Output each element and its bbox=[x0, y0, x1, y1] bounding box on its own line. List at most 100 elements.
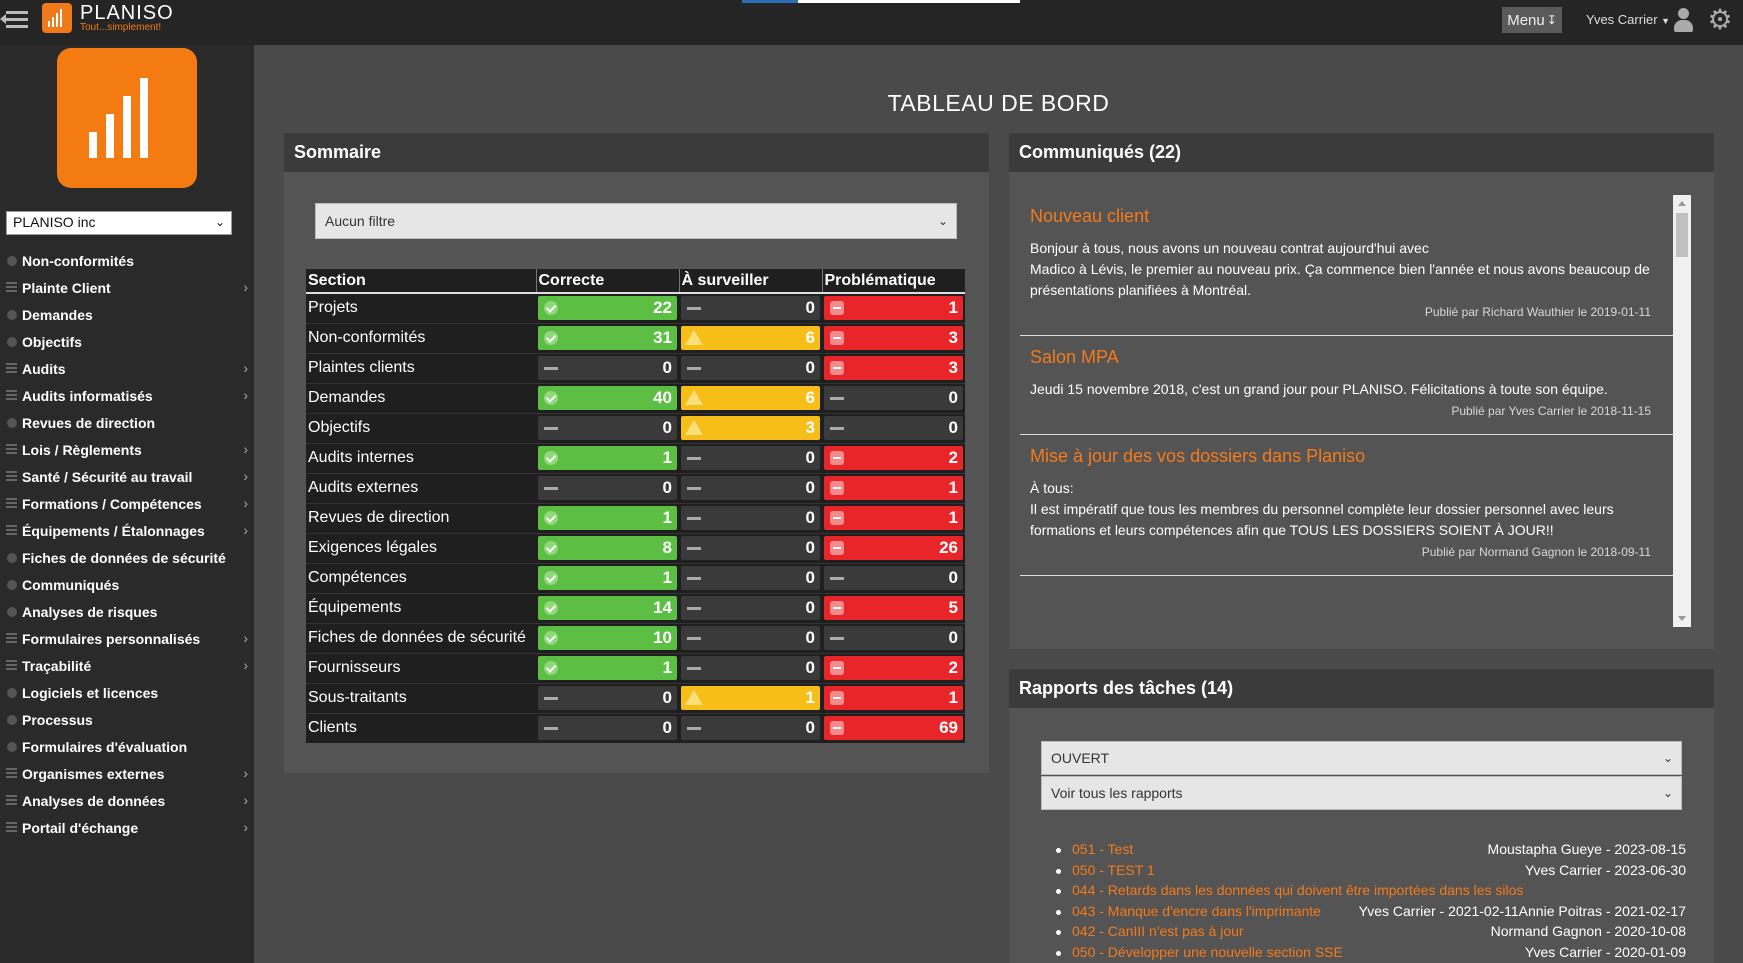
count-badge-watch[interactable]: 3 bbox=[681, 416, 820, 440]
table-row[interactable]: Plaintes clients 0 0 3 bbox=[306, 352, 965, 383]
sidebar-item[interactable]: Fiches de données de sécurité bbox=[0, 544, 254, 571]
sidebar-toggle-icon[interactable] bbox=[0, 8, 32, 30]
count-cell[interactable]: 3 bbox=[822, 352, 965, 383]
sidebar-item[interactable]: Demandes bbox=[0, 301, 254, 328]
summary-filter-select[interactable]: Aucun filtre ⌄ bbox=[315, 203, 957, 239]
count-badge-ok[interactable]: 0 bbox=[538, 416, 677, 440]
count-cell[interactable]: 0 bbox=[679, 292, 822, 323]
report-link[interactable]: 044 - Retards dans les données qui doive… bbox=[1072, 882, 1524, 898]
count-badge-ok[interactable]: 1 bbox=[538, 446, 677, 470]
count-cell[interactable]: 1 bbox=[536, 442, 679, 473]
report-link[interactable]: 042 - CanIII n'est pas à jour bbox=[1072, 923, 1244, 939]
count-cell[interactable]: 0 bbox=[679, 532, 822, 563]
count-cell[interactable]: 0 bbox=[679, 352, 822, 383]
count-cell[interactable]: 14 bbox=[536, 592, 679, 623]
count-cell[interactable]: 0 bbox=[822, 622, 965, 653]
gear-icon[interactable]: ⚙ bbox=[1707, 4, 1733, 35]
count-badge-watch[interactable]: 0 bbox=[681, 536, 820, 560]
count-badge-problem[interactable]: 3 bbox=[824, 326, 963, 350]
count-cell[interactable]: 2 bbox=[822, 652, 965, 683]
table-row[interactable]: Revues de direction 1 0 1 bbox=[306, 502, 965, 533]
count-cell[interactable]: 0 bbox=[536, 682, 679, 713]
count-badge-ok[interactable]: 8 bbox=[538, 536, 677, 560]
report-link[interactable]: 050 - TEST 1 bbox=[1072, 861, 1155, 878]
count-badge-ok[interactable]: 0 bbox=[538, 356, 677, 380]
scroll-down-icon[interactable] bbox=[1678, 616, 1686, 621]
report-link[interactable]: 051 - Test bbox=[1072, 841, 1134, 857]
sidebar-item[interactable]: Audits informatisés › bbox=[0, 382, 254, 409]
count-cell[interactable]: 0 bbox=[679, 592, 822, 623]
count-badge-problem[interactable]: 1 bbox=[824, 506, 963, 530]
news-scrollbar[interactable] bbox=[1673, 195, 1691, 627]
count-cell[interactable]: 69 bbox=[822, 712, 965, 743]
count-badge-watch[interactable]: 0 bbox=[681, 596, 820, 620]
count-badge-problem[interactable]: 0 bbox=[824, 626, 963, 650]
count-cell[interactable]: 0 bbox=[679, 622, 822, 653]
count-cell[interactable]: 6 bbox=[679, 382, 822, 413]
sidebar-item[interactable]: Objectifs bbox=[0, 328, 254, 355]
sidebar-item[interactable]: Santé / Sécurité au travail › bbox=[0, 463, 254, 490]
count-badge-watch[interactable]: 0 bbox=[681, 626, 820, 650]
count-cell[interactable]: 0 bbox=[679, 562, 822, 593]
count-badge-problem[interactable]: 2 bbox=[824, 446, 963, 470]
count-badge-watch[interactable]: 6 bbox=[681, 386, 820, 410]
table-row[interactable]: Audits externes 0 0 1 bbox=[306, 472, 965, 503]
count-cell[interactable]: 0 bbox=[822, 382, 965, 413]
table-row[interactable]: Projets 22 0 1 bbox=[306, 292, 965, 323]
planiso-logo-icon[interactable] bbox=[42, 3, 72, 33]
count-cell[interactable]: 1 bbox=[822, 292, 965, 323]
count-badge-problem[interactable]: 1 bbox=[824, 686, 963, 710]
count-badge-watch[interactable]: 0 bbox=[681, 356, 820, 380]
count-cell[interactable]: 1 bbox=[679, 682, 822, 713]
count-badge-ok[interactable]: 0 bbox=[538, 476, 677, 500]
news-item-title[interactable]: Nouveau client bbox=[1030, 206, 1150, 226]
table-row[interactable]: Demandes 40 6 0 bbox=[306, 382, 965, 413]
sidebar-item[interactable]: Revues de direction bbox=[0, 409, 254, 436]
count-badge-problem[interactable]: 0 bbox=[824, 566, 963, 590]
count-cell[interactable]: 1 bbox=[822, 682, 965, 713]
count-badge-problem[interactable]: 0 bbox=[824, 386, 963, 410]
sidebar-item[interactable]: Plainte Client › bbox=[0, 274, 254, 301]
count-badge-ok[interactable]: 0 bbox=[538, 686, 677, 710]
sidebar-item[interactable]: Formations / Compétences › bbox=[0, 490, 254, 517]
count-cell[interactable]: 40 bbox=[536, 382, 679, 413]
organization-select[interactable]: PLANISO inc ⌄ bbox=[6, 211, 232, 235]
sidebar-item[interactable]: Analyses de données › bbox=[0, 787, 254, 814]
table-row[interactable]: Clients 0 0 69 bbox=[306, 712, 965, 743]
count-cell[interactable]: 3 bbox=[822, 322, 965, 353]
count-cell[interactable]: 0 bbox=[679, 502, 822, 533]
count-badge-watch[interactable]: 0 bbox=[681, 506, 820, 530]
count-cell[interactable]: 0 bbox=[536, 712, 679, 743]
table-row[interactable]: Compétences 1 0 0 bbox=[306, 562, 965, 593]
planiso-big-logo-icon[interactable] bbox=[57, 48, 197, 188]
sidebar-item[interactable]: Non-conformités bbox=[0, 247, 254, 274]
table-row[interactable]: Fiches de données de sécurité 10 0 0 bbox=[306, 622, 965, 653]
count-cell[interactable]: 1 bbox=[822, 502, 965, 533]
sidebar-item[interactable]: Analyses de risques bbox=[0, 598, 254, 625]
count-cell[interactable]: 2 bbox=[822, 442, 965, 473]
count-cell[interactable]: 10 bbox=[536, 622, 679, 653]
count-badge-problem[interactable]: 0 bbox=[824, 416, 963, 440]
sidebar-item[interactable]: Formulaires personnalisés › bbox=[0, 625, 254, 652]
count-badge-ok[interactable]: 1 bbox=[538, 566, 677, 590]
table-row[interactable]: Fournisseurs 1 0 2 bbox=[306, 652, 965, 683]
sidebar-item[interactable]: Processus bbox=[0, 706, 254, 733]
news-item-title[interactable]: Mise à jour des vos dossiers dans Planis… bbox=[1030, 446, 1366, 466]
count-badge-ok[interactable]: 1 bbox=[538, 656, 677, 680]
report-status-select[interactable]: OUVERT ⌄ bbox=[1041, 741, 1682, 775]
sidebar-item[interactable]: Traçabilité › bbox=[0, 652, 254, 679]
report-link[interactable]: 050 - Développer une nouvelle section SS… bbox=[1072, 943, 1343, 960]
count-cell[interactable]: 0 bbox=[679, 712, 822, 743]
news-item-title[interactable]: Salon MPA bbox=[1030, 347, 1119, 367]
count-badge-problem[interactable]: 3 bbox=[824, 356, 963, 380]
count-badge-watch[interactable]: 0 bbox=[681, 716, 820, 741]
sidebar-item[interactable]: Lois / Règlements › bbox=[0, 436, 254, 463]
count-cell[interactable]: 0 bbox=[679, 472, 822, 503]
count-badge-watch[interactable]: 0 bbox=[681, 566, 820, 590]
count-cell[interactable]: 0 bbox=[536, 412, 679, 443]
table-row[interactable]: Objectifs 0 3 0 bbox=[306, 412, 965, 443]
count-badge-problem[interactable]: 2 bbox=[824, 656, 963, 680]
user-icon[interactable] bbox=[1672, 8, 1694, 32]
count-badge-watch[interactable]: 0 bbox=[681, 476, 820, 500]
count-cell[interactable]: 5 bbox=[822, 592, 965, 623]
